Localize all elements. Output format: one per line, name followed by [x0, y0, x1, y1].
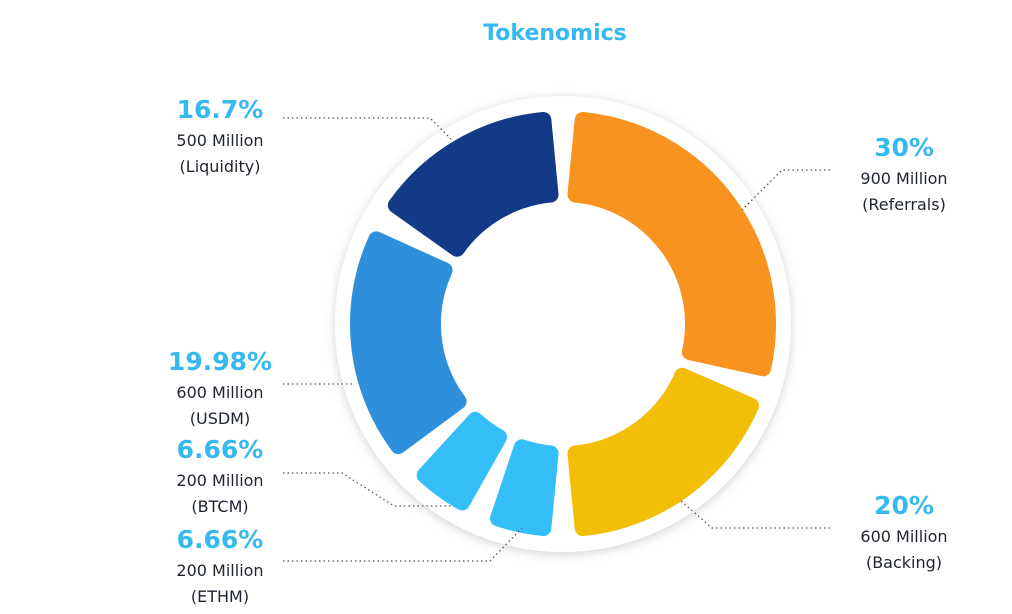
donut-slice [567, 367, 759, 537]
slice-percent: 16.7% [177, 95, 264, 124]
slice-label: 19.98% 600 Million (USDM) [168, 347, 272, 428]
leader-lines [283, 117, 830, 562]
slice-category: (Backing) [866, 553, 942, 572]
slice-category: (Liquidity) [180, 157, 261, 176]
slice-category: (USDM) [190, 409, 250, 428]
slice-category: (ETHM) [191, 587, 249, 606]
slice-label: 6.66% 200 Million (BTCM) [176, 435, 263, 516]
donut-slice [350, 231, 467, 455]
leader-line [283, 527, 523, 562]
slice-category: (BTCM) [191, 497, 248, 516]
slice-label: 6.66% 200 Million (ETHM) [176, 525, 263, 606]
leader-line [679, 499, 830, 529]
donut-slice [490, 439, 559, 537]
slice-labels: 30% 900 Million (Referrals) 20% 600 Million (… [168, 95, 948, 606]
donut-slices [350, 111, 776, 537]
slice-amount: 200 Million [176, 561, 263, 580]
donut-slice [387, 111, 559, 257]
slice-percent: 6.66% [177, 525, 264, 554]
slice-amount: 500 Million [176, 131, 263, 150]
slice-amount: 200 Million [176, 471, 263, 490]
slice-amount: 600 Million [176, 383, 263, 402]
donut-slice [416, 411, 508, 511]
leader-line [283, 472, 452, 507]
slice-label: 30% 900 Million (Referrals) [860, 133, 947, 214]
leader-line [283, 117, 456, 144]
slice-amount: 900 Million [860, 169, 947, 188]
slice-category: (Referrals) [862, 195, 946, 214]
leader-line [741, 169, 830, 211]
slice-percent: 20% [874, 491, 934, 520]
donut-slice [567, 111, 776, 377]
slice-percent: 19.98% [168, 347, 272, 376]
slice-label: 20% 600 Million (Backing) [860, 491, 947, 572]
chart-title: Tokenomics [483, 21, 627, 46]
slice-label: 16.7% 500 Million (Liquidity) [176, 95, 263, 176]
slice-percent: 30% [874, 133, 934, 162]
slice-amount: 600 Million [860, 527, 947, 546]
slice-percent: 6.66% [177, 435, 264, 464]
